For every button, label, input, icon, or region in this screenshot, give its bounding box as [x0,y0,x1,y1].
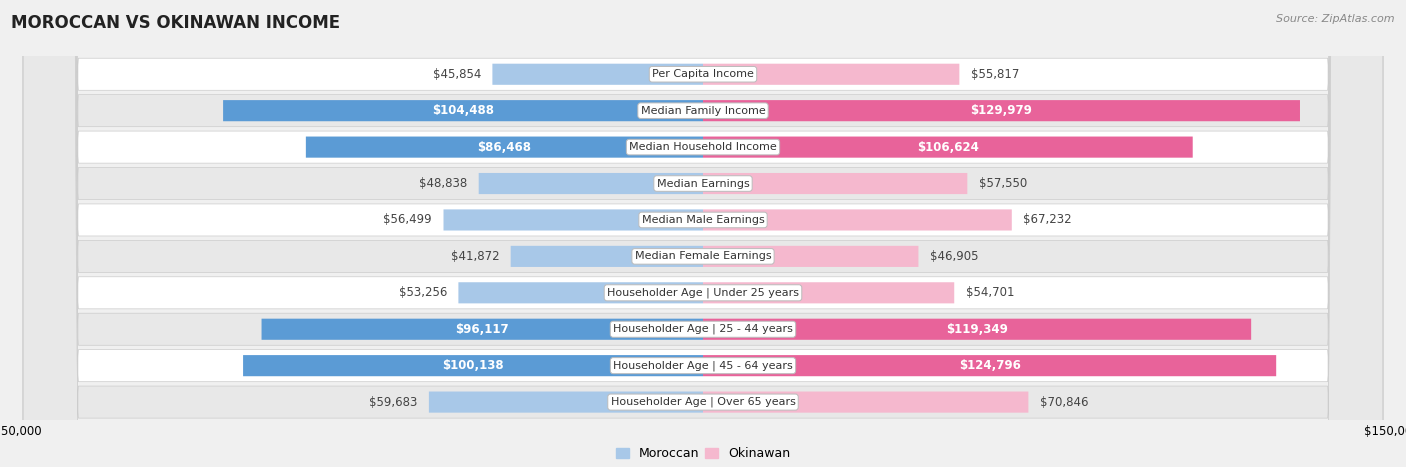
Text: $96,117: $96,117 [456,323,509,336]
Text: Householder Age | Over 65 years: Householder Age | Over 65 years [610,397,796,407]
FancyBboxPatch shape [24,0,1382,467]
Text: $54,701: $54,701 [966,286,1014,299]
FancyBboxPatch shape [703,64,959,85]
FancyBboxPatch shape [243,355,703,376]
Text: $100,138: $100,138 [443,359,503,372]
FancyBboxPatch shape [703,100,1301,121]
Text: Median Earnings: Median Earnings [657,178,749,189]
Text: Householder Age | 45 - 64 years: Householder Age | 45 - 64 years [613,361,793,371]
Text: Householder Age | Under 25 years: Householder Age | Under 25 years [607,288,799,298]
Text: MOROCCAN VS OKINAWAN INCOME: MOROCCAN VS OKINAWAN INCOME [11,14,340,32]
FancyBboxPatch shape [458,282,703,304]
Text: $129,979: $129,979 [970,104,1032,117]
Legend: Moroccan, Okinawan: Moroccan, Okinawan [612,442,794,465]
FancyBboxPatch shape [24,0,1382,467]
FancyBboxPatch shape [307,136,703,158]
FancyBboxPatch shape [429,391,703,413]
Text: $70,846: $70,846 [1040,396,1088,409]
Text: $106,624: $106,624 [917,141,979,154]
Text: Householder Age | 25 - 44 years: Householder Age | 25 - 44 years [613,324,793,334]
Text: $67,232: $67,232 [1024,213,1071,226]
Text: $55,817: $55,817 [972,68,1019,81]
FancyBboxPatch shape [492,64,703,85]
FancyBboxPatch shape [24,0,1382,467]
Text: $53,256: $53,256 [398,286,447,299]
FancyBboxPatch shape [24,0,1382,467]
FancyBboxPatch shape [443,209,703,231]
FancyBboxPatch shape [703,355,1277,376]
FancyBboxPatch shape [24,0,1382,467]
FancyBboxPatch shape [703,282,955,304]
Text: Median Male Earnings: Median Male Earnings [641,215,765,225]
Text: $57,550: $57,550 [979,177,1026,190]
FancyBboxPatch shape [224,100,703,121]
Text: $86,468: $86,468 [478,141,531,154]
Text: $124,796: $124,796 [959,359,1021,372]
Text: Median Family Income: Median Family Income [641,106,765,116]
Text: $48,838: $48,838 [419,177,467,190]
FancyBboxPatch shape [478,173,703,194]
Text: Per Capita Income: Per Capita Income [652,69,754,79]
FancyBboxPatch shape [24,0,1382,467]
FancyBboxPatch shape [24,0,1382,467]
FancyBboxPatch shape [703,246,918,267]
Text: Median Household Income: Median Household Income [628,142,778,152]
Text: $59,683: $59,683 [368,396,418,409]
FancyBboxPatch shape [24,0,1382,467]
FancyBboxPatch shape [703,136,1192,158]
FancyBboxPatch shape [703,391,1028,413]
FancyBboxPatch shape [24,0,1382,467]
FancyBboxPatch shape [703,209,1012,231]
Text: Source: ZipAtlas.com: Source: ZipAtlas.com [1277,14,1395,24]
Text: Median Female Earnings: Median Female Earnings [634,251,772,262]
FancyBboxPatch shape [703,318,1251,340]
Text: $104,488: $104,488 [432,104,494,117]
FancyBboxPatch shape [24,0,1382,467]
Text: $41,872: $41,872 [450,250,499,263]
Text: $56,499: $56,499 [384,213,432,226]
Text: $46,905: $46,905 [929,250,979,263]
Text: $45,854: $45,854 [433,68,481,81]
FancyBboxPatch shape [703,173,967,194]
FancyBboxPatch shape [510,246,703,267]
Text: $119,349: $119,349 [946,323,1008,336]
FancyBboxPatch shape [262,318,703,340]
